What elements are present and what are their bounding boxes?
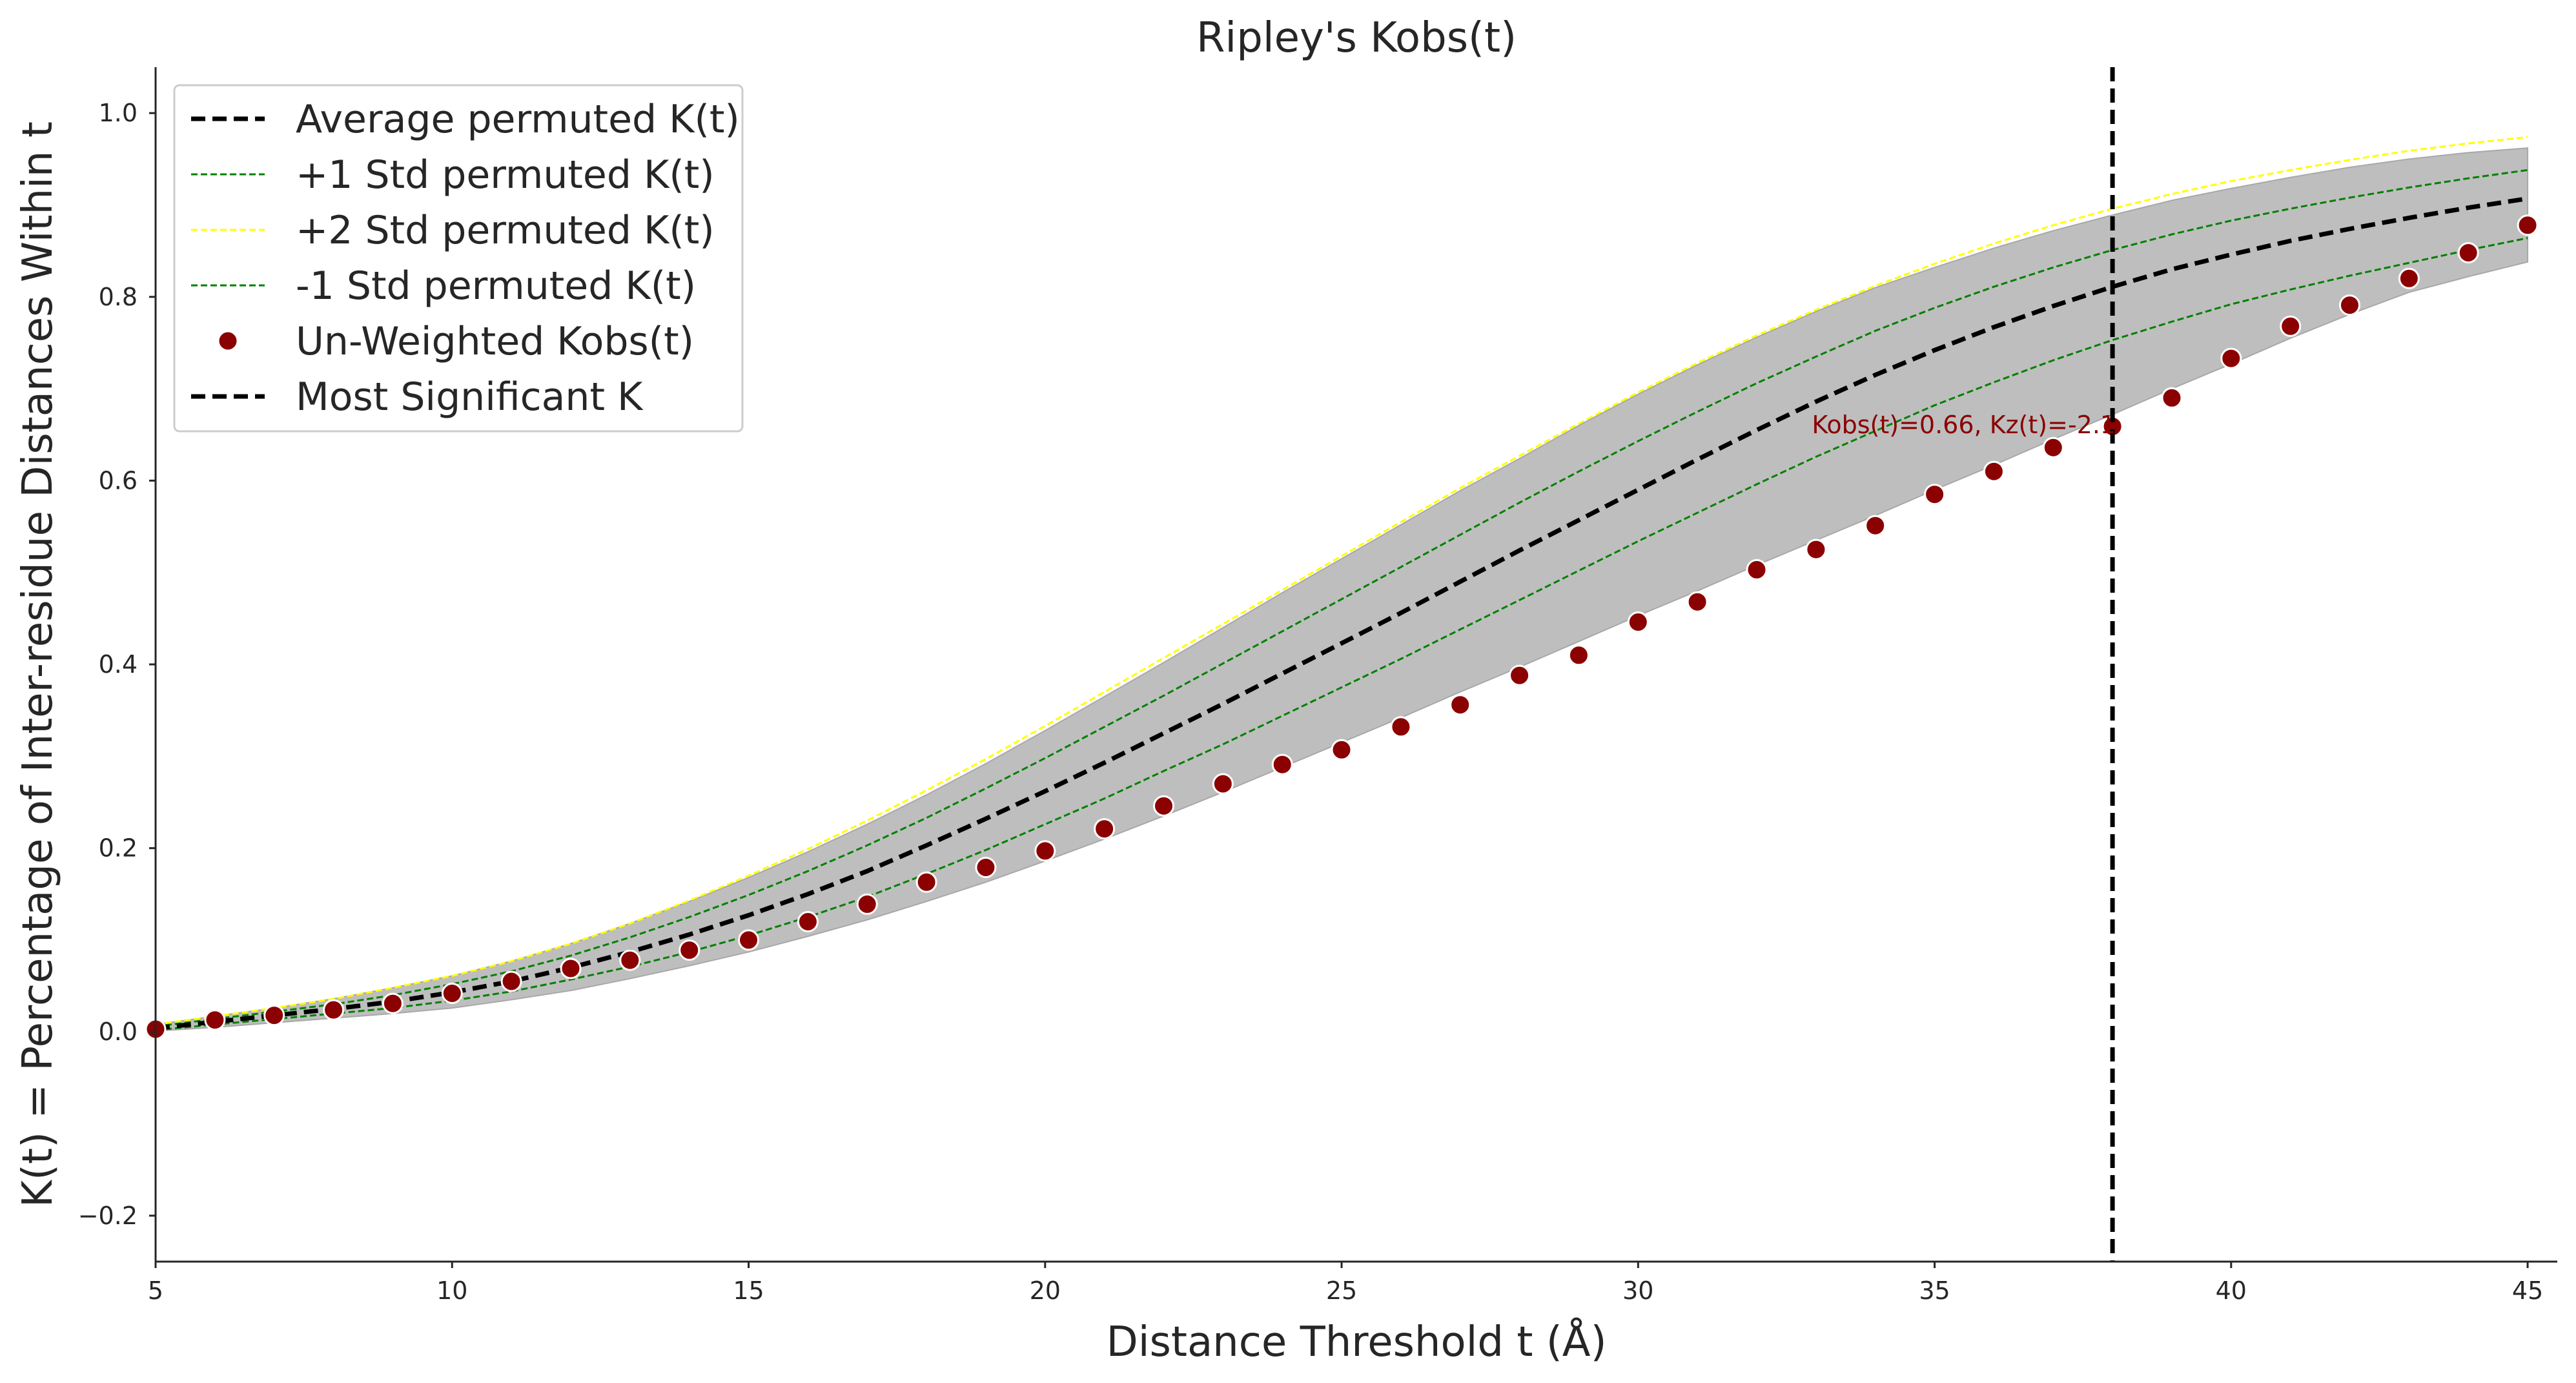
kobs-point bbox=[1805, 538, 1827, 560]
kobs-markers-layer bbox=[145, 214, 2539, 1040]
legend-box bbox=[173, 84, 744, 433]
y-tick-label: 0.8 bbox=[99, 283, 138, 311]
kobs-point bbox=[2339, 294, 2360, 316]
kobs-point bbox=[1627, 611, 1649, 633]
y-tick-label: 0.4 bbox=[99, 650, 138, 679]
y-tick-label: 0.2 bbox=[99, 834, 138, 863]
kobs-point bbox=[1271, 753, 1293, 775]
y-tick-label: 0.0 bbox=[99, 1018, 138, 1046]
legend-label-1-std-permuted-k-t: -1 Std permuted K(t) bbox=[296, 263, 696, 309]
kobs-point bbox=[441, 983, 463, 1004]
kobs-point bbox=[797, 911, 819, 932]
kobs-point bbox=[560, 958, 582, 979]
kobs-point bbox=[2280, 315, 2302, 337]
x-tick-label: 20 bbox=[1030, 1276, 1061, 1305]
kobs-point bbox=[1686, 591, 1708, 613]
kobs-point bbox=[1212, 773, 1234, 795]
x-tick-label: 25 bbox=[1326, 1276, 1357, 1305]
y-tick-label: 0.6 bbox=[99, 466, 138, 495]
y-tick-labels: −0.2 0.0 0.2 0.4 0.6 0.8 1.0 bbox=[78, 99, 156, 1230]
legend-label-most-significant-k: Most Significant K bbox=[296, 374, 644, 420]
legend-label-2-std-permuted-k-t: +2 Std permuted K(t) bbox=[296, 208, 715, 253]
x-tick-label: 15 bbox=[733, 1276, 764, 1305]
series-lines-layer bbox=[155, 136, 2528, 1031]
kobs-point bbox=[204, 1009, 226, 1031]
kobs-point bbox=[1390, 716, 1412, 738]
kobs-point bbox=[2398, 267, 2420, 289]
kobs-point bbox=[1094, 818, 1116, 840]
kobs-point bbox=[2161, 387, 2183, 409]
y-axis-title: K(t) = Percentage of Inter-residue Dista… bbox=[14, 121, 62, 1207]
legend: Average permuted K(t) +1 Std permuted K(t… bbox=[173, 84, 744, 433]
kobs-point bbox=[1153, 795, 1174, 817]
x-tick-labels: 5 10 15 20 25 30 35 40 45 bbox=[148, 1262, 2543, 1305]
kobs-point bbox=[1924, 484, 1946, 506]
kobs-point bbox=[679, 939, 700, 961]
x-tick-label: 35 bbox=[1919, 1276, 1950, 1305]
std-band-layer bbox=[155, 147, 2529, 1032]
x-tick-label: 10 bbox=[436, 1276, 467, 1305]
kobs-point bbox=[263, 1005, 285, 1027]
kobs-point bbox=[1509, 664, 1531, 686]
line-2-std-permuted-k-t bbox=[155, 136, 2528, 1026]
legend-swatch-un-weighted-kobs-t bbox=[217, 330, 239, 352]
std-band bbox=[155, 147, 2529, 1032]
kobs-point bbox=[2042, 436, 2064, 458]
kobs-point bbox=[1331, 739, 1353, 761]
legend-label-average-permuted-k-t: Average permuted K(t) bbox=[296, 97, 740, 142]
x-tick-label: 45 bbox=[2512, 1276, 2543, 1305]
x-tick-label: 40 bbox=[2216, 1276, 2247, 1305]
kobs-point bbox=[856, 893, 878, 915]
kobs-point bbox=[2457, 242, 2479, 263]
line-1-std-permuted-k-t bbox=[155, 237, 2528, 1031]
kobs-point bbox=[619, 949, 641, 971]
x-tick-label: 5 bbox=[148, 1276, 163, 1305]
kobs-point bbox=[1568, 644, 1590, 666]
legend-label-un-weighted-kobs-t: Un-Weighted Kobs(t) bbox=[296, 319, 694, 364]
kobs-point bbox=[1865, 515, 1886, 537]
x-tick-label: 30 bbox=[1622, 1276, 1653, 1305]
kobs-point bbox=[1449, 694, 1471, 716]
line-1-std-permuted-k-t bbox=[155, 169, 2528, 1028]
annotation-label: Kobs(t)=0.66, Kz(t)=-2.1 bbox=[1812, 411, 2116, 439]
kobs-point bbox=[323, 999, 345, 1021]
kobs-point bbox=[2517, 214, 2539, 236]
y-tick-label: −0.2 bbox=[78, 1202, 138, 1230]
kobs-point bbox=[915, 871, 937, 893]
kobs-point bbox=[1746, 558, 1768, 580]
kobs-point bbox=[738, 929, 759, 951]
chart-title: Ripley's Kobs(t) bbox=[1196, 14, 1517, 62]
kobs-point bbox=[1034, 840, 1056, 862]
y-tick-label: 1.0 bbox=[99, 99, 138, 127]
kobs-point bbox=[1983, 460, 2005, 482]
kobs-point bbox=[2220, 347, 2242, 369]
legend-label-1-std-permuted-k-t: +1 Std permuted K(t) bbox=[296, 152, 715, 198]
line-average-permuted-k-t bbox=[155, 196, 2528, 1030]
x-axis-title: Distance Threshold t (Å) bbox=[1106, 1317, 1606, 1366]
kobs-point bbox=[975, 857, 997, 878]
kobs-point bbox=[500, 970, 522, 992]
kobs-point bbox=[382, 992, 404, 1014]
